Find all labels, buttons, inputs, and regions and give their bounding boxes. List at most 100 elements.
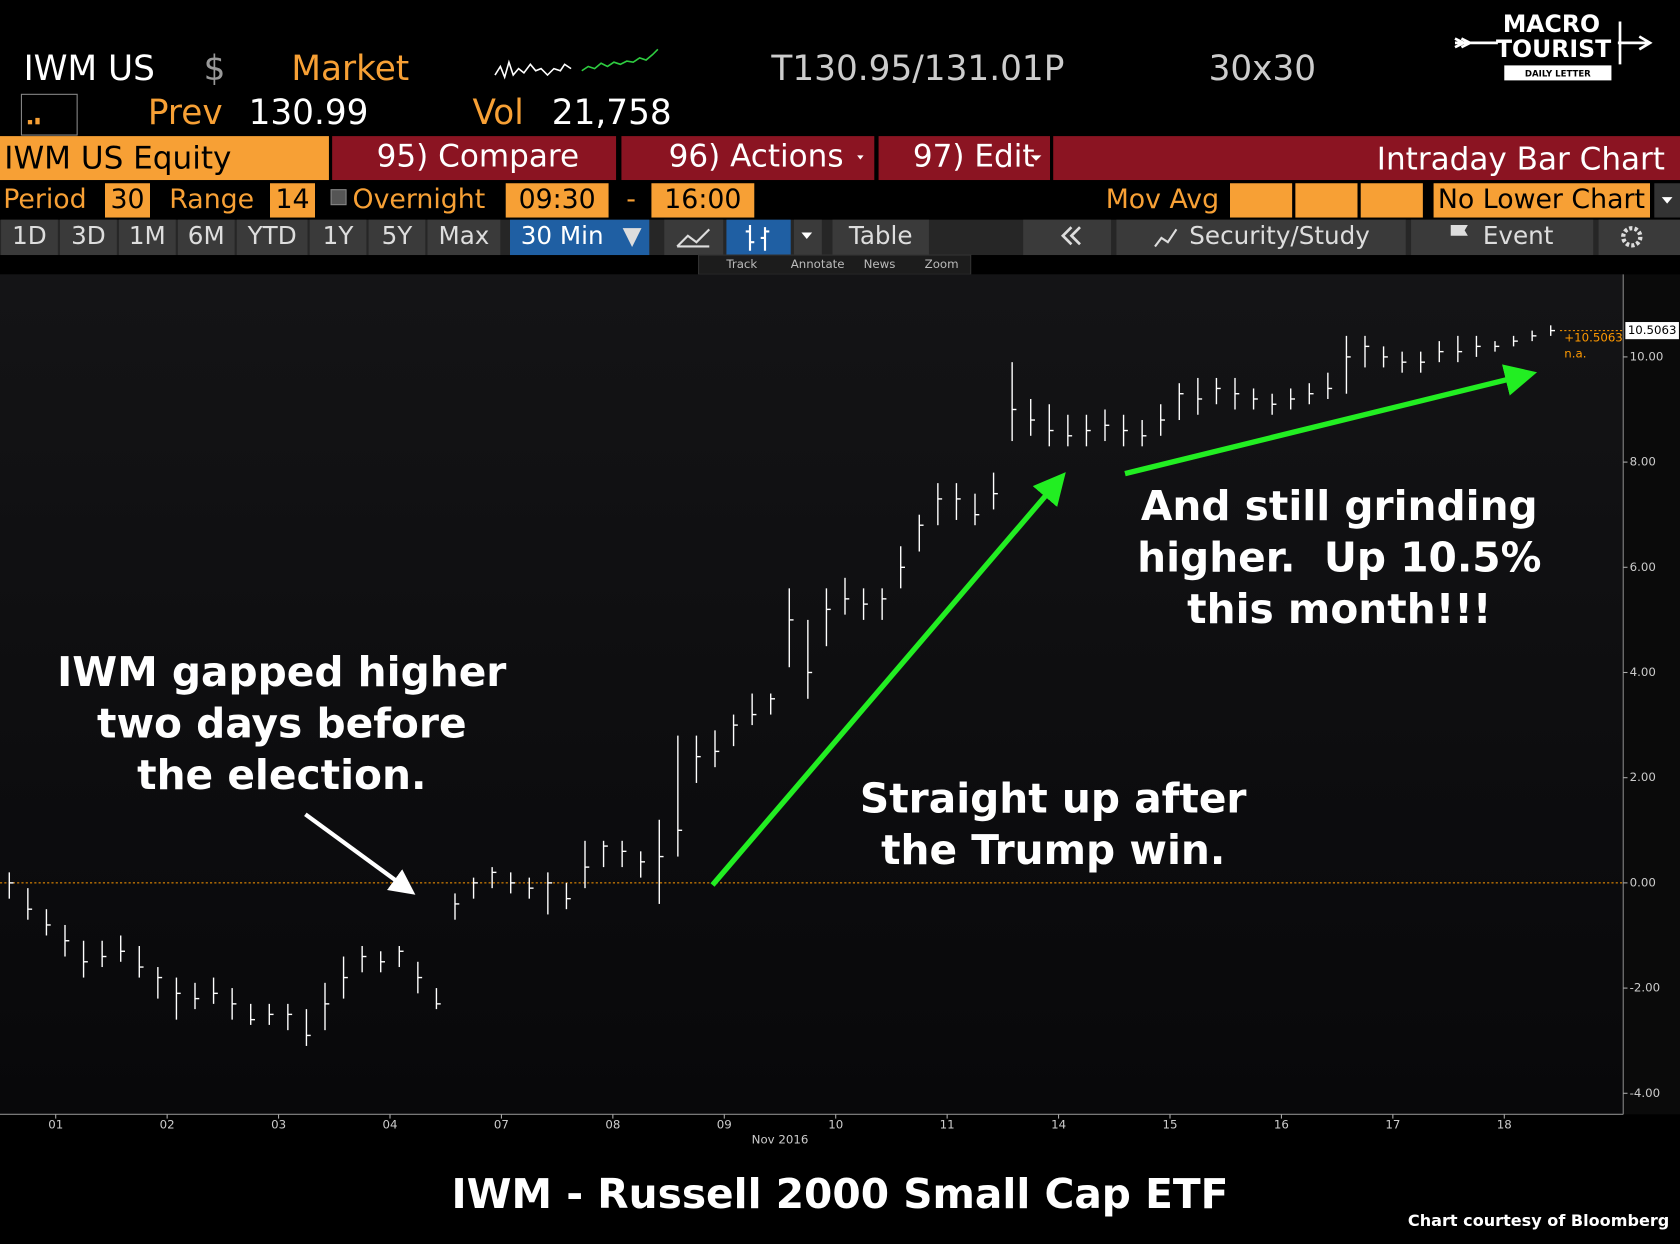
x-tick-label: 03 bbox=[271, 1118, 286, 1132]
logo: TOURIST bbox=[1496, 35, 1611, 63]
range-button[interactable] bbox=[309, 219, 367, 256]
tool-label: Track bbox=[725, 257, 757, 271]
range-button[interactable] bbox=[118, 219, 176, 256]
menu-text: 97) Edit bbox=[913, 139, 1035, 175]
event-button[interactable] bbox=[1411, 219, 1594, 256]
prev-value: 130.99 bbox=[249, 93, 369, 133]
prev-label: Prev bbox=[148, 93, 223, 133]
last-value-box bbox=[1625, 322, 1679, 340]
annotation: Straight up after bbox=[860, 774, 1247, 822]
sparkline bbox=[494, 59, 572, 80]
range-box[interactable] bbox=[270, 183, 315, 218]
range-label: 6M bbox=[188, 221, 225, 250]
end-time: 16:00 bbox=[664, 184, 741, 215]
lower-chart: No Lower Chart bbox=[1438, 184, 1645, 215]
y-tick-label: 0.00 bbox=[1630, 875, 1656, 889]
lower-chart-box[interactable] bbox=[1433, 183, 1650, 218]
tool-label: Annotate bbox=[791, 257, 845, 271]
range-label: YTD bbox=[247, 221, 297, 250]
interval-button[interactable] bbox=[510, 219, 650, 256]
annotation-arrow bbox=[1124, 364, 1538, 477]
menu-button[interactable] bbox=[621, 136, 875, 181]
start-box[interactable] bbox=[505, 183, 609, 218]
annotation-arrow bbox=[710, 472, 1066, 887]
range-label: 3D bbox=[71, 221, 106, 250]
quote-size: 30x30 bbox=[1209, 49, 1316, 89]
menu-security-text: IWM US Equity bbox=[4, 141, 231, 177]
event: Event bbox=[1483, 221, 1554, 250]
mov-avg-box[interactable] bbox=[1360, 183, 1423, 218]
interval: 30 Min bbox=[521, 221, 604, 250]
bar-icon-button[interactable] bbox=[726, 219, 791, 256]
line-icon-button[interactable] bbox=[664, 219, 724, 256]
annotation: two days before bbox=[97, 699, 467, 747]
x-tick-label: 08 bbox=[605, 1118, 620, 1132]
menu-button[interactable] bbox=[878, 136, 1050, 181]
icon bbox=[1621, 226, 1643, 248]
chart-kind: Intraday Bar Chart bbox=[1377, 142, 1665, 178]
axis-area bbox=[1623, 274, 1680, 1115]
x-tick-label: 17 bbox=[1385, 1118, 1400, 1132]
y-tick-label: 2.00 bbox=[1630, 770, 1656, 784]
annotation: higher. Up 10.5% bbox=[1137, 533, 1541, 581]
x-tick-label: 09 bbox=[717, 1118, 732, 1132]
range-button[interactable] bbox=[177, 219, 235, 256]
range-button[interactable] bbox=[368, 219, 426, 256]
x-tick-label: 15 bbox=[1163, 1118, 1178, 1132]
y-tick-label: -2.00 bbox=[1630, 981, 1660, 995]
range-value: 14 bbox=[275, 184, 309, 215]
table-button[interactable] bbox=[832, 219, 929, 256]
overnight-label: Overnight bbox=[353, 184, 486, 215]
annotation: And still grinding bbox=[1141, 482, 1538, 530]
table: Table bbox=[848, 221, 913, 250]
menu-text: 96) Actions bbox=[669, 139, 844, 175]
range-button[interactable] bbox=[60, 219, 117, 256]
x-tick-label: 18 bbox=[1497, 1118, 1512, 1132]
x-tick-label: 04 bbox=[383, 1118, 398, 1132]
menu-security[interactable] bbox=[0, 136, 329, 181]
annotation: this month!!! bbox=[1187, 585, 1491, 633]
dropdown-caret bbox=[1030, 155, 1042, 161]
mov-avg-box[interactable] bbox=[1295, 183, 1358, 218]
change-label: +10.5063 bbox=[1564, 331, 1623, 345]
icon bbox=[676, 228, 711, 248]
y-tick-label: 6.00 bbox=[1630, 560, 1656, 574]
annotation: IWM gapped higher bbox=[57, 648, 506, 696]
x-tick-label: 02 bbox=[160, 1118, 175, 1132]
annotation: the Trump win. bbox=[881, 826, 1225, 874]
security-study-button[interactable] bbox=[1116, 219, 1406, 256]
period-box[interactable] bbox=[105, 183, 150, 218]
y-tick-label: 8.00 bbox=[1630, 455, 1656, 469]
vol-label: Vol bbox=[473, 93, 524, 133]
annotation: the election. bbox=[137, 751, 426, 799]
mov-avg-box[interactable] bbox=[1230, 183, 1293, 218]
range-label: 1D bbox=[12, 221, 47, 250]
range-button[interactable] bbox=[236, 219, 308, 256]
collapse-button[interactable] bbox=[1023, 219, 1112, 256]
interval-caret: ▼ bbox=[623, 221, 642, 250]
checkbox[interactable] bbox=[330, 189, 347, 206]
plot-area bbox=[0, 274, 1624, 1115]
logo: MACRO bbox=[1503, 10, 1600, 38]
icon-box[interactable] bbox=[20, 93, 78, 136]
range-label: Max bbox=[438, 221, 489, 250]
menu-button[interactable] bbox=[332, 136, 617, 181]
ticker: IWM US bbox=[24, 49, 155, 89]
dropdown-caret bbox=[857, 155, 864, 160]
range-button[interactable] bbox=[1, 219, 58, 256]
range-label: 1M bbox=[129, 221, 166, 250]
mov-avg-label: Mov Avg bbox=[1106, 184, 1219, 215]
end-box[interactable] bbox=[651, 183, 755, 218]
period-label: Period bbox=[3, 184, 86, 215]
range-label: 5Y bbox=[382, 221, 414, 250]
logo-band bbox=[1504, 65, 1612, 81]
y-tick-label: 4.00 bbox=[1630, 665, 1656, 679]
icon bbox=[27, 120, 33, 125]
x-tick-label: 01 bbox=[48, 1118, 63, 1132]
range-button[interactable] bbox=[427, 219, 501, 256]
start-time: 09:30 bbox=[519, 184, 596, 215]
logo: DAILY LETTER bbox=[1525, 69, 1591, 79]
sparkline bbox=[581, 48, 659, 72]
